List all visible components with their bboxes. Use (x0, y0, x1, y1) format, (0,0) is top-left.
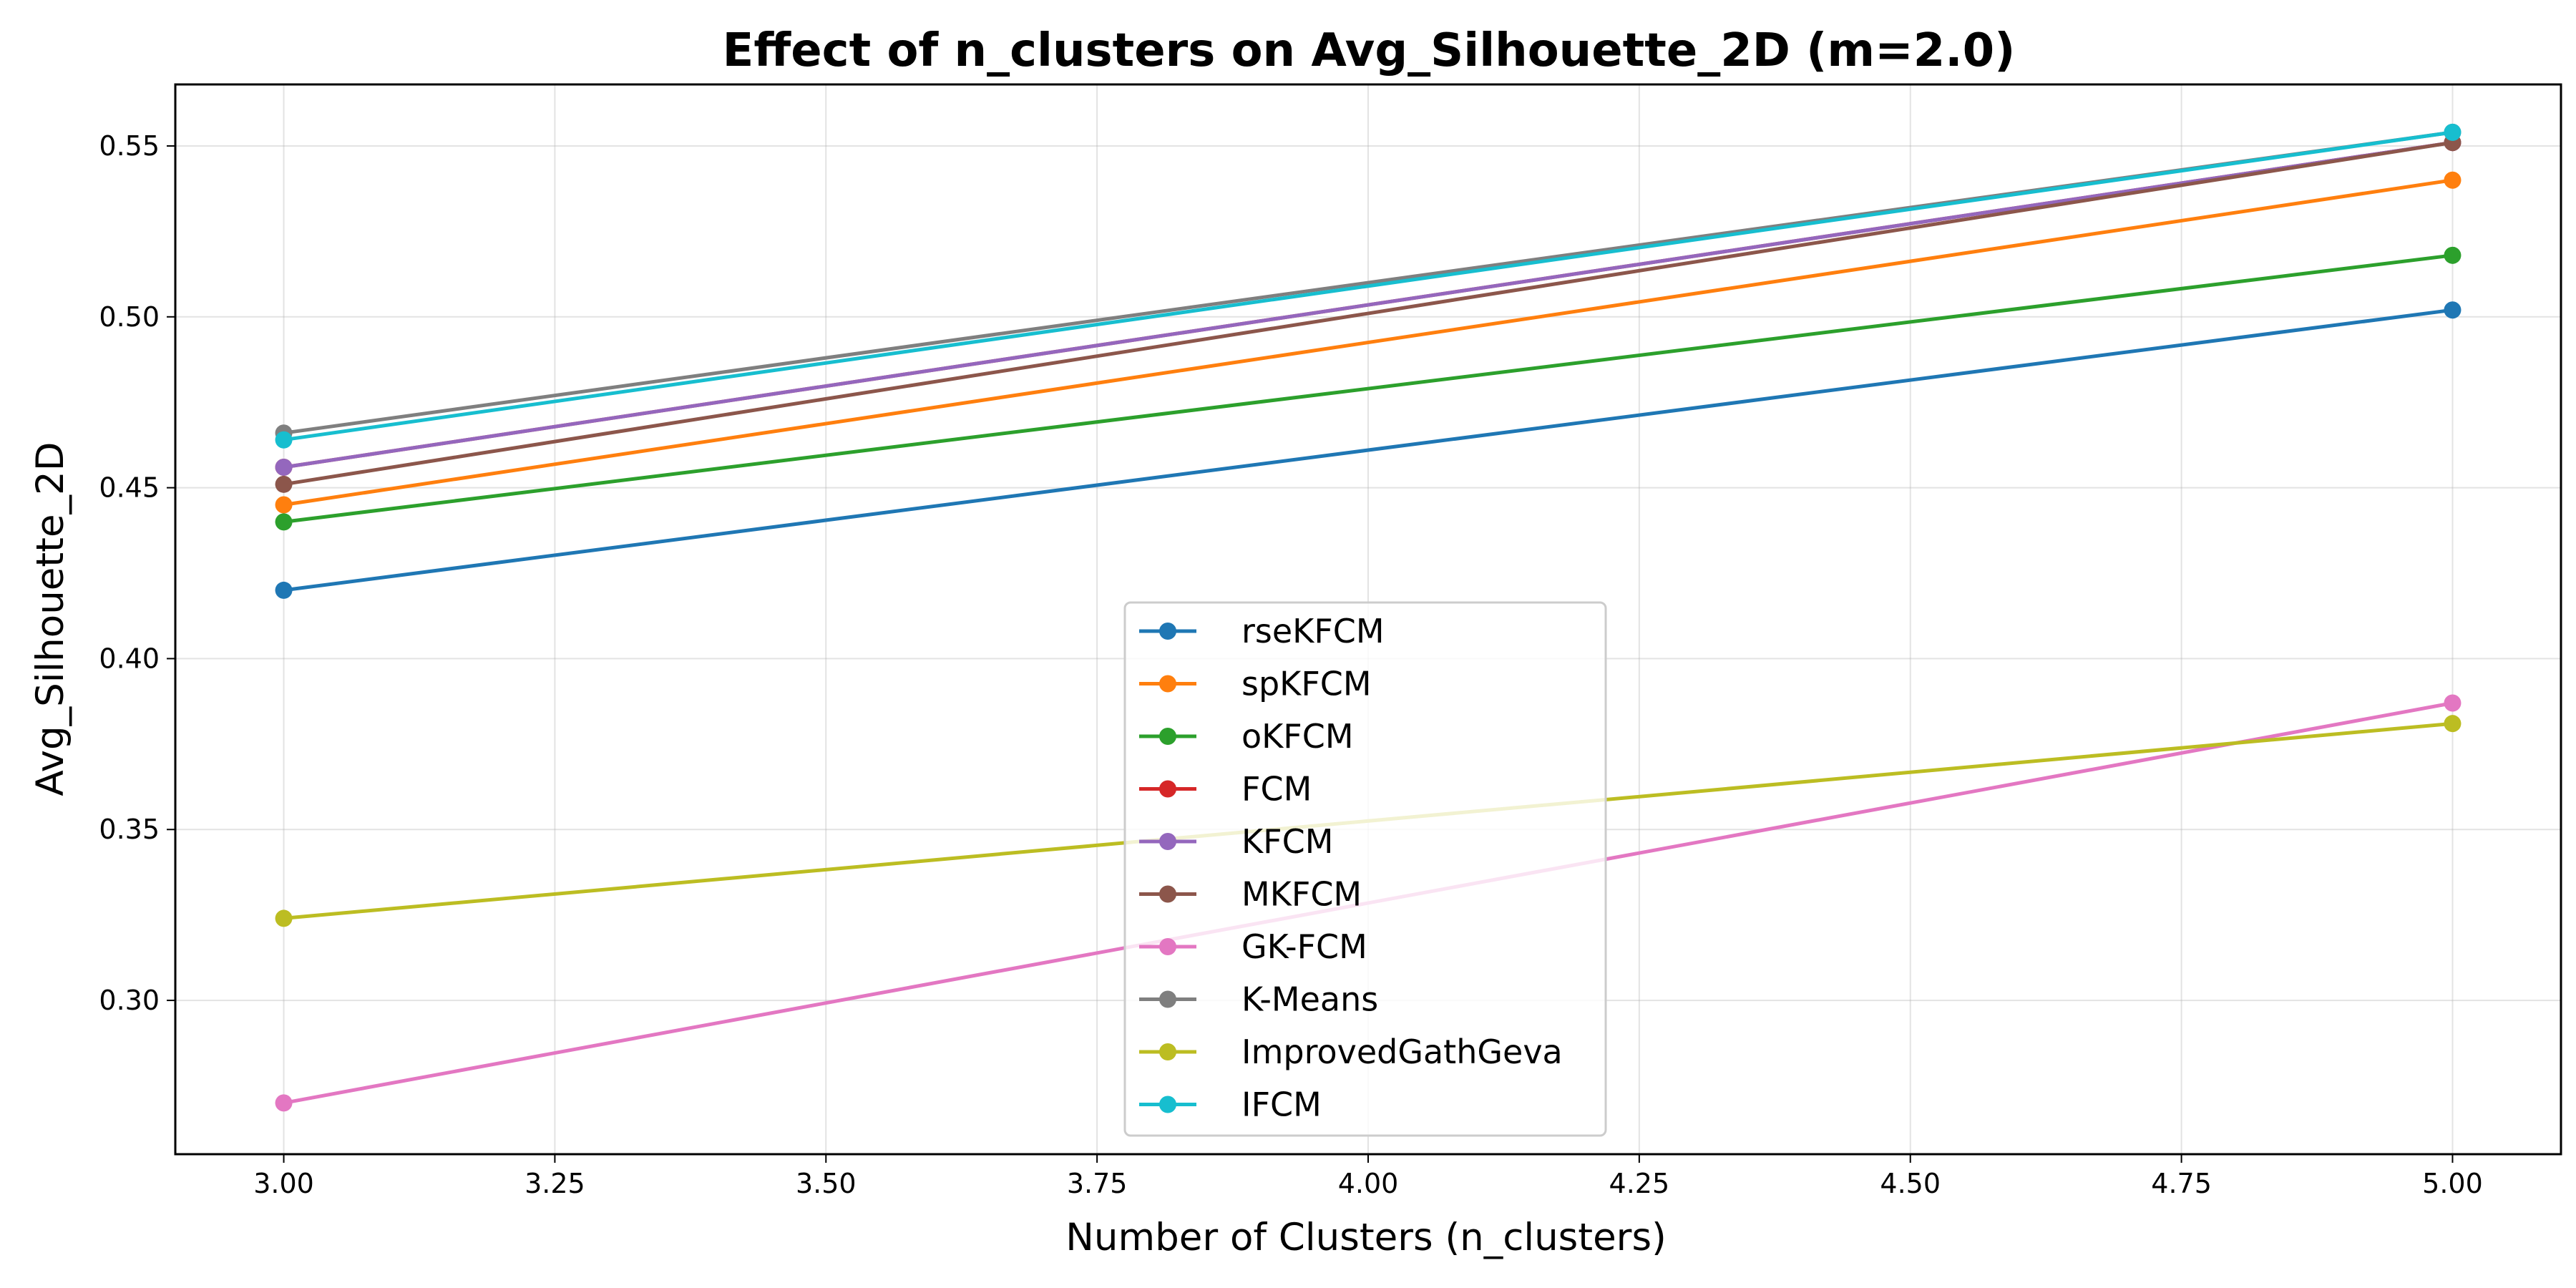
x-tick-label: 5.00 (2422, 1168, 2483, 1199)
x-tick-label: 4.75 (2151, 1168, 2212, 1199)
legend-marker (1159, 675, 1176, 693)
y-tick-label: 0.50 (99, 301, 160, 333)
y-tick-label: 0.55 (99, 130, 160, 162)
data-point (2444, 246, 2462, 264)
legend-label: oKFCM (1241, 717, 1354, 756)
legend: rseKFCM spKFCM oKFCM FCM KFCM MKFCM GK-FCM K-Me… (1123, 601, 1607, 1137)
legend-marker (1159, 1043, 1176, 1060)
legend-marker (1159, 938, 1176, 955)
x-tick-label: 3.50 (796, 1168, 857, 1199)
data-point (2444, 301, 2462, 319)
legend-marker (1159, 990, 1176, 1008)
legend-marker (1159, 780, 1176, 798)
series-line (283, 140, 2453, 469)
series-layer (275, 123, 2462, 1112)
legend-marker (1159, 885, 1176, 903)
x-tick-label: 4.00 (1338, 1168, 1399, 1199)
legend-label: MKFCM (1241, 875, 1362, 914)
legend-label: K-Means (1241, 980, 1378, 1019)
y-axis-label: Avg_Silhouette_2D (29, 441, 72, 796)
legend-label: spKFCM (1241, 665, 1372, 703)
legend-label: FCM (1241, 770, 1312, 809)
x-tick-label: 3.00 (253, 1168, 314, 1199)
data-point (2444, 694, 2462, 712)
data-point (275, 513, 293, 531)
legend-entry: ImprovedGathGeva (1139, 1033, 1563, 1071)
legend-label: KFCM (1241, 822, 1333, 861)
legend-entry: rseKFCM (1139, 612, 1385, 650)
y-tick-label: 0.45 (99, 472, 160, 504)
legend-label: GK-FCM (1241, 927, 1367, 966)
legend-entry: MKFCM (1139, 875, 1362, 914)
legend-entry: IFCM (1139, 1085, 1322, 1124)
series-spkfcm (275, 171, 2462, 514)
x-axis-ticks: 3.00 3.25 3.50 3.75 4.00 4.25 4.50 4.75 5.00 (253, 1154, 2483, 1199)
data-point (2444, 715, 2462, 733)
legend-marker (1159, 1096, 1176, 1113)
legend-marker (1159, 833, 1176, 850)
data-point (275, 458, 293, 476)
x-axis-label: Number of Clusters (n_clusters) (1065, 1216, 1667, 1259)
y-tick-label: 0.30 (99, 985, 160, 1016)
data-point (275, 431, 293, 449)
data-point (275, 496, 293, 514)
legend-entry: K-Means (1139, 980, 1378, 1019)
x-tick-label: 3.75 (1067, 1168, 1128, 1199)
data-point (275, 581, 293, 599)
y-axis-ticks: 0.30 0.35 0.40 0.45 0.50 0.55 (99, 130, 175, 1016)
series-line (283, 308, 2453, 592)
legend-entry: KFCM (1139, 822, 1333, 861)
x-tick-label: 4.25 (1609, 1168, 1670, 1199)
chart-title: Effect of n_clusters on Avg_Silhouette_2… (723, 24, 2016, 77)
series-line (283, 178, 2453, 507)
data-point (275, 475, 293, 493)
series-okfcm (275, 246, 2462, 531)
data-point (275, 1094, 293, 1112)
legend-entry: GK-FCM (1139, 927, 1367, 966)
legend-marker (1159, 728, 1176, 745)
y-tick-label: 0.40 (99, 643, 160, 674)
legend-entry: oKFCM (1139, 717, 1354, 756)
series-line (283, 130, 2453, 442)
data-point (2444, 123, 2462, 141)
legend-box (1123, 601, 1607, 1137)
legend-entry: FCM (1139, 770, 1312, 809)
series-rsekfcm (275, 301, 2462, 599)
legend-marker (1159, 623, 1176, 640)
series-line (283, 140, 2453, 487)
x-tick-label: 3.25 (525, 1168, 585, 1199)
x-tick-label: 4.50 (1880, 1168, 1941, 1199)
data-point (275, 909, 293, 927)
data-point (2444, 171, 2462, 189)
legend-entry: spKFCM (1139, 665, 1372, 703)
legend-label: IFCM (1241, 1085, 1322, 1124)
legend-label: ImprovedGathGeva (1241, 1033, 1563, 1071)
legend-label: rseKFCM (1241, 612, 1385, 650)
y-tick-label: 0.35 (99, 814, 160, 845)
series-line (283, 253, 2453, 524)
series-ifcm (275, 123, 2462, 449)
